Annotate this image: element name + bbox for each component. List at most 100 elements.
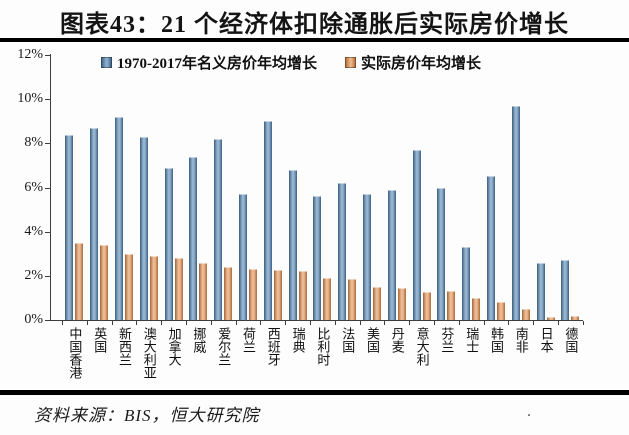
bar-nominal-爱尔兰	[214, 139, 223, 320]
x-axis-tick	[359, 321, 361, 325]
x-axis-label-丹麦: 丹麦	[389, 327, 405, 353]
x-axis-label-南非: 南非	[513, 327, 529, 353]
y-axis-tick	[45, 55, 50, 56]
y-axis-tick-label: 8%	[24, 135, 43, 151]
bar-nominal-德国	[561, 260, 570, 320]
bar-real-比利时	[323, 278, 332, 320]
x-axis-label-法国: 法国	[340, 327, 356, 353]
bar-nominal-澳大利亚	[139, 137, 148, 320]
x-axis-tick	[260, 321, 262, 325]
bar-real-澳大利亚	[149, 256, 158, 320]
bar-real-新西兰	[125, 254, 133, 320]
y-axis-tick-label: 0%	[24, 312, 43, 327]
x-axis-line	[50, 320, 583, 321]
x-axis-tick	[136, 321, 138, 325]
bar-nominal-新西兰	[115, 117, 123, 320]
x-axis-tick	[210, 321, 212, 325]
y-axis-tick	[45, 275, 50, 277]
bar-nominal-法国	[338, 183, 347, 320]
x-axis-tick	[434, 321, 435, 325]
x-axis-label-新西兰: 新西兰	[117, 327, 132, 366]
x-axis-label-英国: 英国	[92, 327, 108, 353]
x-axis-tick	[582, 321, 584, 325]
y-axis-tick	[45, 187, 50, 189]
bar-real-法国	[348, 279, 357, 320]
x-axis-tick	[285, 321, 287, 325]
bar-nominal-中国香港	[65, 135, 74, 320]
bar-real-挪威	[199, 263, 208, 320]
bar-real-韩国	[497, 302, 505, 320]
x-axis-tick	[558, 321, 559, 325]
x-axis-label-加拿大: 加拿大	[166, 327, 182, 366]
y-axis-tick-label: 10%	[17, 91, 43, 107]
y-axis-line	[50, 54, 51, 321]
y-axis-tick-label: 2%	[24, 267, 43, 283]
x-axis-tick	[161, 321, 163, 325]
x-axis-tick	[458, 321, 460, 325]
x-axis-tick	[409, 321, 411, 325]
legend-label-real: 实际房价年均增长	[361, 56, 482, 72]
bar-nominal-瑞士	[462, 247, 471, 320]
real-series-swatch-icon	[345, 57, 356, 68]
bar-real-爱尔兰	[224, 267, 233, 320]
x-axis-tick	[111, 321, 113, 325]
bar-real-瑞典	[298, 271, 307, 320]
x-axis-label-德国: 德国	[563, 327, 579, 353]
x-axis-tick	[483, 321, 485, 325]
bar-real-南非	[521, 309, 530, 320]
x-axis-label-瑞典: 瑞典	[290, 327, 306, 353]
x-axis-label-挪威: 挪威	[191, 327, 207, 353]
y-axis-tick	[45, 99, 50, 101]
nominal-series-swatch-icon	[101, 57, 112, 68]
y-axis-tick	[45, 231, 50, 233]
x-axis-label-荷兰: 荷兰	[241, 327, 256, 353]
x-axis-label-爱尔兰: 爱尔兰	[216, 327, 232, 366]
x-axis-tick	[334, 321, 336, 325]
legend-item-nominal: 1970-2017年名义房价年均增长	[101, 52, 317, 73]
bar-nominal-西班牙	[263, 121, 272, 320]
bar-real-芬兰	[447, 291, 456, 320]
bar-real-丹麦	[397, 288, 406, 320]
y-axis-tick	[45, 320, 50, 321]
x-axis-tick	[186, 321, 187, 325]
x-axis-label-澳大利亚: 澳大利亚	[141, 327, 157, 379]
bar-nominal-挪威	[189, 157, 198, 320]
bar-nominal-丹麦	[387, 190, 396, 320]
x-axis-label-意大利: 意大利	[414, 327, 430, 366]
bar-real-德国	[571, 316, 580, 320]
bar-real-西班牙	[273, 270, 282, 320]
x-axis-tick	[533, 321, 535, 325]
bar-nominal-瑞典	[288, 170, 297, 320]
source-note: 资料来源：BIS，恒大研究院	[34, 406, 260, 425]
x-axis-tick	[384, 321, 386, 325]
x-axis-label-中国香港: 中国香港	[67, 327, 83, 379]
bar-nominal-加拿大	[164, 168, 173, 320]
bar-real-加拿大	[174, 258, 183, 320]
x-axis-label-西班牙: 西班牙	[265, 327, 281, 366]
x-axis-tick	[86, 321, 88, 325]
bar-real-英国	[100, 245, 109, 320]
bar-real-荷兰	[249, 269, 257, 320]
bar-nominal-美国	[363, 194, 371, 320]
x-axis-tick	[310, 321, 311, 325]
bar-real-中国香港	[75, 243, 84, 320]
y-axis-tick-label: 6%	[24, 179, 43, 195]
bar-nominal-韩国	[487, 176, 495, 320]
bar-nominal-比利时	[313, 196, 322, 320]
page-title: 图表43：21 个经济体扣除通胀后实际房价增长	[60, 12, 569, 38]
bar-real-意大利	[422, 292, 431, 320]
y-axis-tick	[45, 143, 50, 145]
x-axis-label-芬兰: 芬兰	[439, 327, 455, 353]
legend-label-nominal: 1970-2017年名义房价年均增长	[117, 56, 317, 72]
x-axis-label-瑞士: 瑞士	[464, 327, 480, 353]
bar-real-日本	[546, 317, 555, 320]
bar-nominal-英国	[90, 128, 99, 320]
x-axis-label-日本: 日本	[538, 327, 554, 353]
y-axis-tick-label: 4%	[24, 223, 43, 239]
bar-real-美国	[373, 287, 381, 320]
bar-nominal-芬兰	[437, 188, 446, 320]
y-axis-tick-label: 12%	[17, 47, 43, 62]
bar-nominal-荷兰	[239, 194, 247, 320]
x-axis-tick	[62, 321, 63, 325]
bar-nominal-南非	[511, 106, 520, 320]
